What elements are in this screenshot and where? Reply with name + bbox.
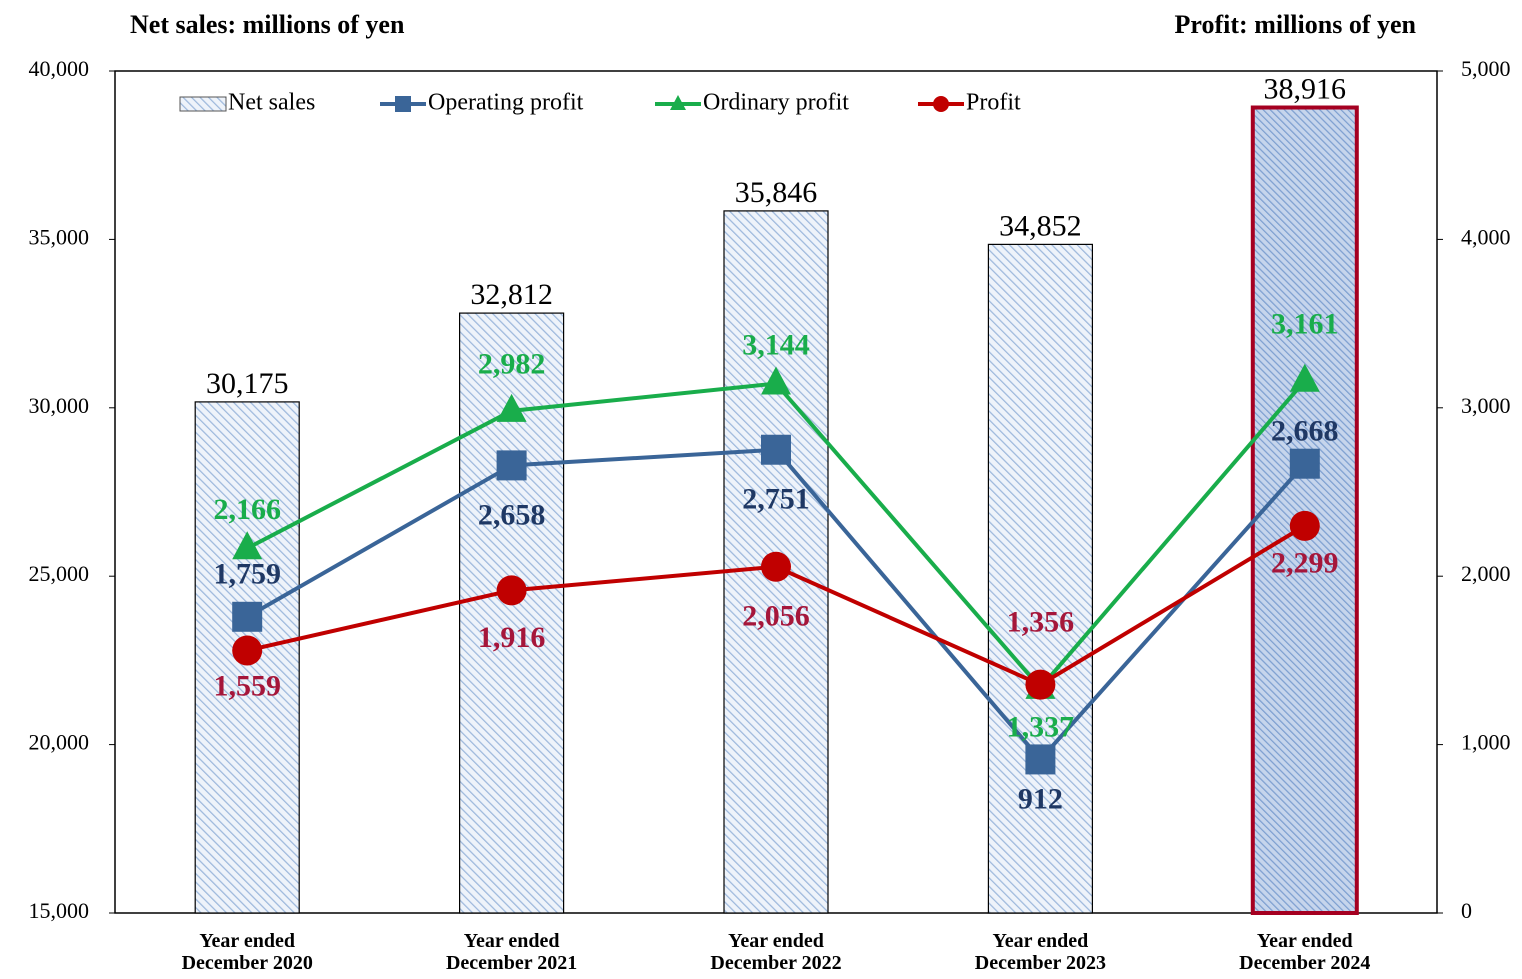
marker [1025,669,1056,700]
legend-label: Profit [966,90,1021,116]
legend-label: Operating profit [428,90,584,116]
data-label: 1,759 [213,558,281,591]
marker [761,551,791,582]
y2-tick-label: 4,000 [1461,224,1511,249]
data-label: 1,337 [1007,711,1075,744]
data-label: 1,559 [213,669,281,702]
marker [1289,510,1320,541]
x-tick-label: Year ended December 2024 [1239,930,1371,974]
data-label: 2,166 [213,493,281,526]
legend-marker [395,96,411,112]
marker [232,635,263,666]
data-label: 2,668 [1271,415,1339,448]
data-label: 912 [1018,782,1063,815]
y-tick-label: 35,000 [29,224,90,249]
marker [1289,363,1320,392]
marker [761,434,791,465]
bar-value-label: 30,175 [206,367,289,400]
bar [987,243,1094,914]
legend-label: Net sales [228,90,315,116]
x-tick-label: Year ended December 2020 [181,930,313,974]
legend-swatch [179,96,227,112]
marker [761,366,791,395]
legend-marker [670,95,686,110]
y2-axis-title: Profit: millions of yen [1175,10,1417,39]
data-label: 2,658 [478,498,546,531]
marker [496,393,527,422]
x-tick-label: Year ended December 2022 [710,930,842,974]
bar-value-label: 34,852 [999,209,1082,242]
y-tick-label: 30,000 [29,393,90,418]
marker [1289,448,1320,479]
legend-label: Ordinary profit [703,90,849,116]
bar-value-label: 35,846 [735,176,818,209]
data-label: 2,299 [1271,547,1339,580]
marker [496,450,527,481]
data-label: 2,056 [742,600,810,633]
marker [496,575,527,606]
bar [1250,105,1359,916]
legend-marker [933,96,949,112]
marker [232,601,263,632]
data-label: 2,982 [478,348,546,381]
marker [1025,744,1056,775]
bar-value-label: 38,916 [1264,72,1347,105]
x-tick-label: Year ended December 2021 [445,930,578,974]
y2-tick-label: 3,000 [1461,393,1511,418]
data-label: 3,161 [1271,308,1339,341]
y-axis-title: Net sales: millions of yen [130,10,405,39]
y-tick-label: 15,000 [29,898,90,923]
y-tick-label: 40,000 [29,56,90,81]
data-label: 2,751 [742,483,810,516]
y2-tick-label: 5,000 [1461,56,1511,81]
marker [232,531,263,560]
y2-tick-label: 1,000 [1461,730,1511,755]
y-tick-label: 20,000 [29,730,90,755]
y-tick-label: 25,000 [29,561,90,586]
y2-tick-label: 2,000 [1461,561,1511,586]
data-label: 1,916 [478,621,546,654]
bar-value-label: 32,812 [470,278,553,311]
data-label: 3,144 [742,328,810,361]
y2-tick-label: 0 [1461,898,1472,923]
data-label: 1,356 [1007,606,1075,639]
x-tick-label: Year ended December 2023 [974,930,1107,974]
